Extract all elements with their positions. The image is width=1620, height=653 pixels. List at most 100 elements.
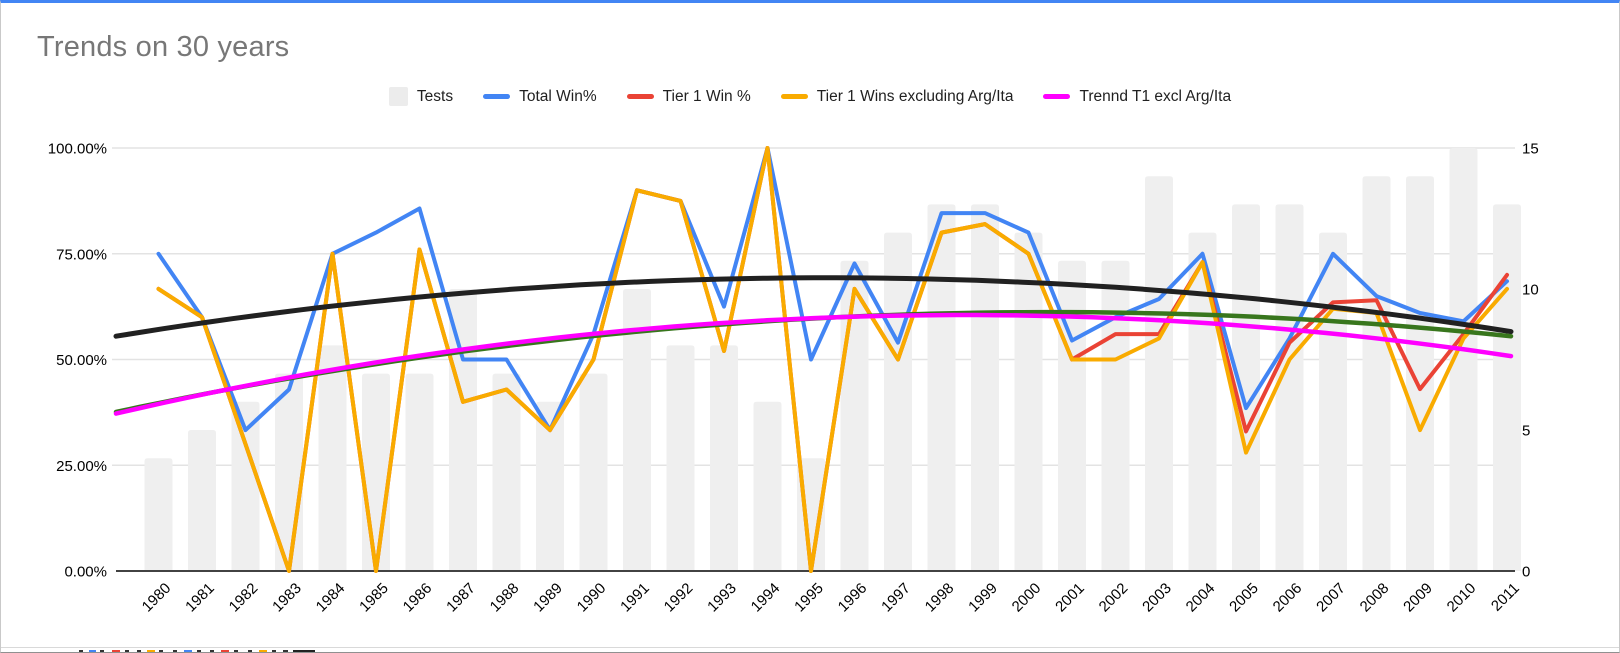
- legend-swatch-0: [388, 87, 408, 106]
- legend-item-2[interactable]: Tier 1 Win %: [626, 87, 751, 106]
- bar-tests-2006: [1275, 204, 1304, 571]
- truncated-text-mark-4: [125, 650, 129, 652]
- x-axis-label-1992: 1992: [661, 580, 697, 616]
- x-axis-label-2005: 2005: [1226, 580, 1262, 616]
- x-axis-label-1999: 1999: [965, 580, 1001, 616]
- right-axis-label-0: 0: [1522, 564, 1530, 581]
- bar-tests-2011: [1493, 204, 1521, 571]
- bar-tests-2009: [1406, 176, 1434, 571]
- legend-item-4[interactable]: Trennd T1 excl Arg/Ita: [1043, 88, 1231, 106]
- legend-swatch-2: [626, 94, 654, 99]
- truncated-text-mark-10: [197, 650, 201, 652]
- trendline-2: [113, 312, 1514, 416]
- truncated-text-mark-8: [173, 650, 177, 652]
- legend-item-1[interactable]: Total Win%: [483, 88, 597, 106]
- truncated-text-mark-18: [293, 650, 315, 652]
- legend-item-3[interactable]: Tier 1 Wins excluding Arg/Ita: [780, 87, 1014, 106]
- x-axis-label-1995: 1995: [791, 580, 827, 616]
- legend-label-1: Total Win%: [519, 87, 597, 105]
- x-axis-label-1990: 1990: [574, 580, 610, 616]
- bar-tests-1989: [536, 401, 564, 571]
- bar-tests-1990: [579, 373, 608, 571]
- x-axis-label-1997: 1997: [878, 580, 914, 616]
- bar-tests-1980: [144, 458, 173, 571]
- truncated-text-mark-13: [234, 650, 238, 652]
- left-axis-label-100: 100.00%: [48, 141, 107, 158]
- right-axis-label-10: 10: [1522, 282, 1539, 299]
- chart-legend: Tests Total Win% Tier 1 Win % Tier 1 Wins e…: [1, 87, 1619, 106]
- x-axis-label-2002: 2002: [1096, 580, 1132, 616]
- x-axis-label-2008: 2008: [1357, 580, 1393, 616]
- bar-tests-1984: [318, 345, 347, 571]
- bar-tests-1981: [188, 430, 216, 571]
- legend-label-0: Tests: [416, 87, 454, 105]
- legend-swatch-3: [780, 94, 808, 99]
- bar-tests-2010: [1449, 148, 1478, 571]
- x-axis-label-1998: 1998: [922, 580, 958, 616]
- truncated-text-mark-1: [89, 650, 96, 652]
- bar-tests-1991: [623, 289, 651, 571]
- legend-label-3: Tier 1 Wins excluding Arg/Ita: [816, 87, 1014, 105]
- bar-tests-2004: [1188, 232, 1217, 571]
- bar-tests-2001: [1058, 260, 1086, 571]
- x-axis-label-1993: 1993: [704, 580, 740, 616]
- truncated-text-mark-6: [147, 650, 155, 652]
- truncated-text-mark-11: [210, 650, 214, 652]
- left-axis-label-75: 75.00%: [56, 246, 107, 263]
- legend-label-2: Tier 1 Win %: [662, 87, 751, 105]
- x-axis-label-1989: 1989: [530, 580, 566, 616]
- x-axis-label-1986: 1986: [400, 580, 436, 616]
- bar-tests-2008: [1362, 176, 1391, 571]
- truncated-text-mark-2: [100, 650, 104, 652]
- truncated-text-mark-0: [79, 650, 83, 652]
- x-axis-label-1987: 1987: [443, 580, 479, 616]
- bar-tests-1993: [710, 345, 738, 571]
- bar-tests-2003: [1145, 176, 1173, 571]
- chart-canvas[interactable]: 0.00% 25.00% 50.00% 75.00% 100.00% 0 5 10 15 1980…: [1, 3, 1620, 653]
- bar-tests-1985: [362, 373, 390, 571]
- bar-tests-1988: [492, 373, 521, 571]
- legend-swatch-1: [483, 94, 511, 99]
- x-axis-label-2009: 2009: [1400, 580, 1436, 616]
- legend-swatch-4: [1043, 94, 1071, 99]
- series-line-3: [156, 146, 1509, 573]
- bar-tests-1994: [753, 401, 782, 571]
- bar-tests-1992: [666, 345, 695, 571]
- x-axis-label-1982: 1982: [226, 580, 262, 616]
- trendline-0: [113, 275, 1514, 339]
- truncated-text-mark-3: [112, 650, 120, 652]
- x-axis-label-1985: 1985: [356, 580, 392, 616]
- truncated-text-mark-16: [272, 650, 276, 652]
- x-axis-label-2011: 2011: [1488, 580, 1523, 615]
- x-axis-label-1994: 1994: [748, 580, 784, 616]
- bar-tests-1998: [927, 204, 956, 571]
- right-axis-label-5: 5: [1522, 423, 1530, 440]
- x-axis-label-2007: 2007: [1313, 580, 1349, 616]
- truncated-text-mark-17: [283, 650, 288, 652]
- x-axis-label-2001: 2001: [1052, 580, 1088, 616]
- bar-tests-1997: [884, 232, 912, 571]
- left-axis-label-50: 50.00%: [56, 352, 107, 369]
- truncated-text-mark-9: [184, 650, 192, 652]
- chart-title: Trends on 30 years: [37, 31, 290, 63]
- x-axis-label-1988: 1988: [487, 580, 523, 616]
- left-axis-label-0: 0.00%: [64, 564, 107, 581]
- bar-tests-1986: [405, 373, 434, 571]
- truncated-text-mark-5: [137, 650, 141, 652]
- legend-label-4: Trennd T1 excl Arg/Ita: [1079, 87, 1232, 105]
- x-axis-label-1991: 1991: [617, 580, 653, 616]
- legend-item-0[interactable]: Tests: [388, 87, 454, 106]
- x-axis-label-1984: 1984: [313, 580, 349, 616]
- x-axis-label-2000: 2000: [1009, 580, 1045, 616]
- truncated-text-mark-15: [259, 650, 267, 652]
- x-axis-label-2006: 2006: [1270, 580, 1306, 616]
- truncated-text-mark-14: [248, 650, 252, 652]
- bar-tests-1999: [971, 204, 999, 571]
- x-axis-label-1980: 1980: [139, 580, 175, 616]
- x-axis-label-1981: 1981: [182, 580, 218, 616]
- x-axis-label-2010: 2010: [1444, 580, 1480, 616]
- bar-tests-2002: [1101, 260, 1130, 571]
- x-axis-label-2004: 2004: [1183, 580, 1219, 616]
- x-axis-label-1996: 1996: [835, 580, 871, 616]
